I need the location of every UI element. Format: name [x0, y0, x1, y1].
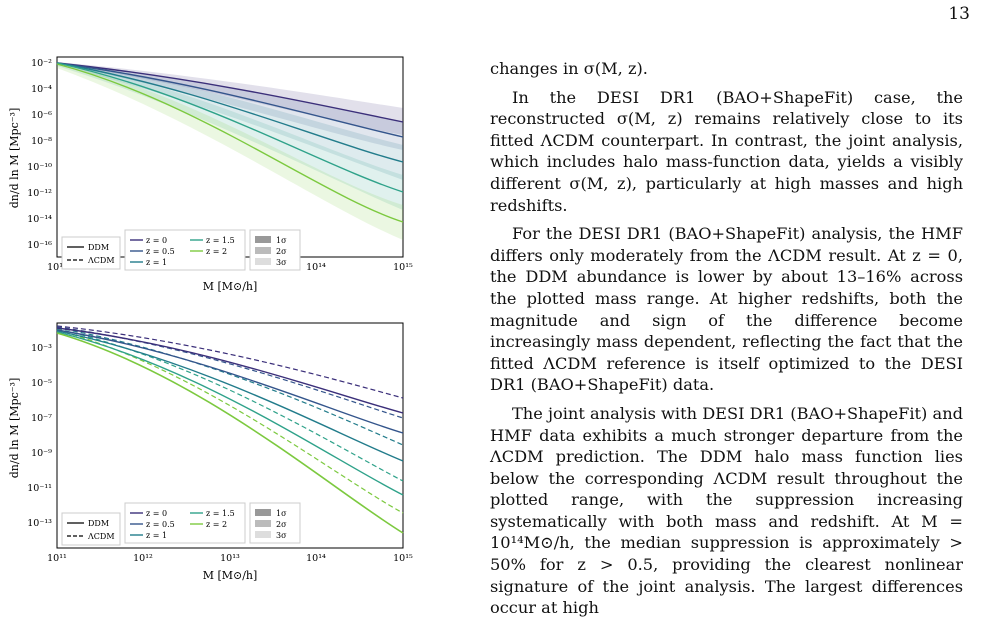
y-tick: 10⁻⁸ — [31, 136, 52, 147]
series-line-z1.5 — [56, 62, 404, 193]
y-tick: 10⁻³ — [31, 343, 52, 354]
body-text: changes in σ(M, z). In the DESI DR1 (BAO… — [490, 58, 963, 619]
y-tick: 10⁻² — [31, 58, 52, 69]
legend-label: z = 0 — [146, 236, 167, 245]
x-tick-labels: 10¹¹ 10¹² 10¹³ 10¹⁴ 10¹⁵ — [47, 553, 413, 564]
y-tick: 10⁻¹¹ — [27, 483, 52, 494]
paragraph: The joint analysis with DESI DR1 (BAO+Sh… — [490, 403, 963, 618]
legend-label: ΛCDM — [87, 532, 115, 541]
y-tick: 10⁻¹⁴ — [27, 214, 52, 225]
x-tick: 10¹⁴ — [306, 262, 326, 273]
lcdm-line — [56, 327, 404, 446]
y-tick: 10⁻¹² — [27, 188, 52, 199]
lcdm-line — [56, 326, 404, 419]
y-axis-label: dn/d ln M [Mpc⁻³] — [8, 378, 21, 479]
paragraph: changes in σ(M, z). — [490, 59, 648, 78]
y-tick-labels: 10⁻³ 10⁻⁵ 10⁻⁷ 10⁻⁹ 10⁻¹¹ 10⁻¹³ — [27, 343, 52, 529]
legend-label: z = 2 — [206, 247, 227, 256]
sigma-band — [57, 63, 403, 240]
y-tick: 10⁻⁷ — [31, 413, 52, 424]
x-tick: 10¹² — [133, 553, 153, 564]
legend-label: z = 0.5 — [146, 247, 175, 256]
series-line-z1 — [56, 62, 404, 163]
legend-sigma: 1σ 2σ 3σ — [249, 502, 301, 544]
lcdm-line — [56, 325, 404, 399]
legend-label: 1σ — [276, 509, 287, 518]
x-tick: 10¹¹ — [47, 262, 67, 273]
y-tick: 10⁻⁶ — [31, 110, 52, 121]
figure: dn/d ln M [Mpc⁻³] 10⁻² 10⁻⁴ 10⁻⁶ 10⁻⁸ 10… — [0, 0, 450, 610]
legend-label: z = 1.5 — [206, 509, 235, 518]
legend-label: z = 0 — [146, 509, 167, 518]
legend-model: DDM ΛCDM — [61, 512, 121, 546]
x-tick: 10¹⁵ — [393, 262, 413, 273]
y-tick: 10⁻⁵ — [31, 378, 52, 389]
legend-label: 3σ — [276, 258, 287, 267]
legend-label: 2σ — [276, 520, 287, 529]
page-number: 13 — [948, 4, 970, 24]
y-tick: 10⁻⁴ — [31, 84, 52, 95]
series-line-z0 — [56, 62, 404, 123]
series-line-z2 — [56, 63, 404, 223]
y-tick-labels: 10⁻² 10⁻⁴ 10⁻⁶ 10⁻⁸ 10⁻¹⁰ 10⁻¹² 10⁻¹⁴ 10… — [27, 58, 52, 251]
x-axis-label: M [M⊙/h] — [203, 280, 258, 293]
series-line-z1 — [56, 330, 404, 462]
x-tick: 10¹¹ — [47, 553, 67, 564]
legend-label: z = 1.5 — [206, 236, 235, 245]
paragraph: For the DESI DR1 (BAO+ShapeFit) analysis… — [490, 224, 963, 395]
series-line-z2 — [56, 332, 404, 534]
plot-area — [56, 322, 404, 549]
legend-sigma: 1σ 2σ 3σ — [249, 229, 301, 271]
lcdm-line — [56, 329, 404, 514]
series-line-z0.5 — [56, 329, 404, 434]
sigma-band — [57, 62, 403, 210]
legend-redshift: z = 0 z = 0.5 z = 1 z = 1.5 z = 2 — [124, 502, 246, 544]
legend-label: z = 1 — [146, 531, 167, 540]
series-line-z1.5 — [56, 331, 404, 496]
series-line-z0 — [56, 327, 404, 414]
hmf-plot-bottom: dn/d ln M [Mpc⁻³] 10⁻³ 10⁻⁵ 10⁻⁷ 10⁻⁹ 10… — [8, 322, 413, 582]
x-axis-label: M [M⊙/h] — [203, 569, 258, 582]
y-tick: 10⁻⁹ — [31, 448, 52, 459]
paragraph: In the DESI DR1 (BAO+ShapeFit) case, the… — [490, 87, 963, 215]
y-tick: 10⁻¹⁰ — [27, 162, 52, 173]
legend-label: DDM — [88, 243, 109, 252]
legend-label: z = 0.5 — [146, 520, 175, 529]
y-axis-label: dn/d ln M [Mpc⁻³] — [8, 108, 21, 209]
legend-label: z = 2 — [206, 520, 227, 529]
legend-label: z = 1 — [146, 258, 167, 267]
legend-label: 3σ — [276, 531, 287, 540]
plot-area — [56, 56, 404, 258]
x-tick: 10¹⁵ — [393, 553, 413, 564]
series-line-z0.5 — [56, 62, 404, 138]
y-tick: 10⁻¹⁶ — [27, 240, 52, 251]
x-tick: 10¹³ — [220, 553, 240, 564]
hmf-plot-top: dn/d ln M [Mpc⁻³] 10⁻² 10⁻⁴ 10⁻⁶ 10⁻⁸ 10… — [8, 56, 413, 293]
y-tick: 10⁻¹³ — [27, 518, 52, 529]
legend-label: ΛCDM — [87, 256, 115, 265]
legend-redshift: z = 0 z = 0.5 z = 1 z = 1.5 z = 2 — [124, 229, 246, 271]
x-tick: 10¹⁴ — [306, 553, 326, 564]
legend-label: 1σ — [276, 236, 287, 245]
legend-label: DDM — [88, 519, 109, 528]
sigma-band — [57, 62, 403, 150]
legend-label: 2σ — [276, 247, 287, 256]
legend-model: DDM ΛCDM — [61, 236, 121, 270]
